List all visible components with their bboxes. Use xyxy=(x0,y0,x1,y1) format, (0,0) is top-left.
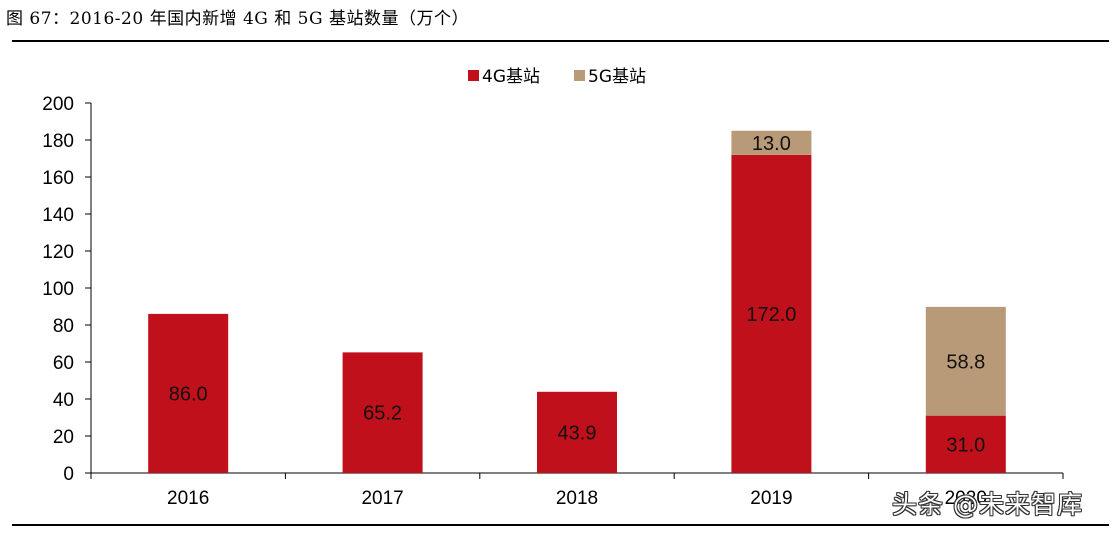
y-tick-label: 20 xyxy=(53,427,74,448)
y-tick-label: 60 xyxy=(53,353,74,374)
legend-swatch-4g xyxy=(468,70,479,81)
bars xyxy=(148,130,1006,474)
data-label-4g-2019: 172.0 xyxy=(746,304,796,326)
y-tick-label: 160 xyxy=(42,168,74,189)
y-tick-label: 80 xyxy=(53,316,74,337)
x-tick-label: 2016 xyxy=(167,488,209,509)
y-tick-label: 40 xyxy=(53,390,74,411)
y-tick-label: 180 xyxy=(42,131,74,152)
bar-4g-2020 xyxy=(925,415,1006,473)
bar-4g-2019 xyxy=(731,154,812,474)
data-labels: 86.0 65.2 43.9 172.0 13.0 31.0 58.8 xyxy=(169,133,986,457)
y-tick-label: 0 xyxy=(63,464,74,485)
legend-swatch-5g xyxy=(574,70,585,81)
data-label-5g-2019: 13.0 xyxy=(752,133,791,155)
x-tick-label: 2019 xyxy=(750,488,792,509)
bar-4g-2017 xyxy=(342,352,423,473)
data-label-5g-2020: 58.8 xyxy=(946,351,985,373)
y-tick-label: 120 xyxy=(42,242,74,263)
bar-5g-2019 xyxy=(731,130,812,155)
data-label-4g-2017: 65.2 xyxy=(363,403,402,425)
x-tick-label: 2017 xyxy=(361,488,403,509)
data-label-4g-2016: 86.0 xyxy=(169,383,208,405)
top-rule xyxy=(12,40,1109,42)
data-label-4g-2020: 31.0 xyxy=(946,434,985,456)
figure-title: 图 67：2016-20 年国内新增 4G 和 5G 基站数量（万个） xyxy=(6,9,469,29)
watermark-text: 头条 @未来智库 xyxy=(892,490,1083,519)
bar-4g-2018 xyxy=(537,391,617,473)
y-axis: 0 20 40 60 80 100 120 140 160 180 200 xyxy=(42,94,92,485)
y-tick-label: 100 xyxy=(42,279,74,300)
legend-label-4g: 4G基站 xyxy=(482,67,540,87)
chart-legend: 4G基站 5G基站 xyxy=(468,67,646,87)
y-tick-label: 140 xyxy=(42,205,74,226)
legend-label-5g: 5G基站 xyxy=(588,67,646,87)
x-tick-label: 2018 xyxy=(556,488,598,509)
x-axis: 2016 2017 2018 2019 2020 xyxy=(90,472,1064,509)
bottom-rule xyxy=(12,524,1109,526)
bar-5g-2020 xyxy=(925,306,1006,416)
y-tick-label: 200 xyxy=(42,94,74,115)
x-tick-label: 2020 xyxy=(945,488,987,509)
bar-4g-2016 xyxy=(148,313,229,473)
data-label-4g-2018: 43.9 xyxy=(558,422,597,444)
